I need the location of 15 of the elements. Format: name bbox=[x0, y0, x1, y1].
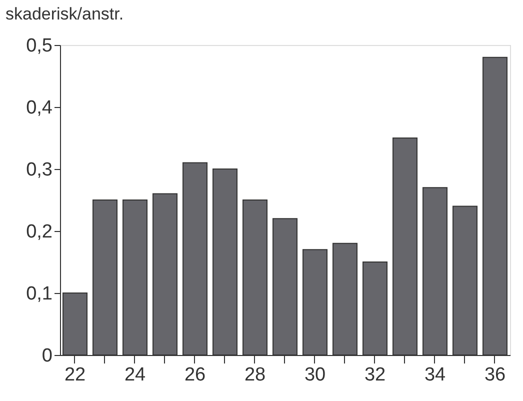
y-tick-label: 0,3 bbox=[26, 160, 52, 180]
x-tick-label: 22 bbox=[64, 364, 86, 386]
x-tick-label: 30 bbox=[304, 364, 326, 386]
x-tick-label: 26 bbox=[184, 364, 206, 386]
x-tick-label: 28 bbox=[244, 364, 266, 386]
y-tick-label: 0,4 bbox=[26, 98, 53, 118]
y-tick-label: 0,5 bbox=[26, 36, 52, 56]
y-axis-title: skaderisk/anstr. bbox=[6, 4, 124, 24]
y-tick-label: 0,2 bbox=[26, 222, 52, 242]
x-tick-label: 24 bbox=[124, 364, 146, 386]
y-tick-label: 0,1 bbox=[26, 284, 52, 304]
x-tick-label: 34 bbox=[424, 364, 446, 386]
y-tick-label: 0 bbox=[42, 346, 52, 366]
x-tick-label: 36 bbox=[484, 364, 506, 386]
x-tick-label: 32 bbox=[364, 364, 386, 386]
